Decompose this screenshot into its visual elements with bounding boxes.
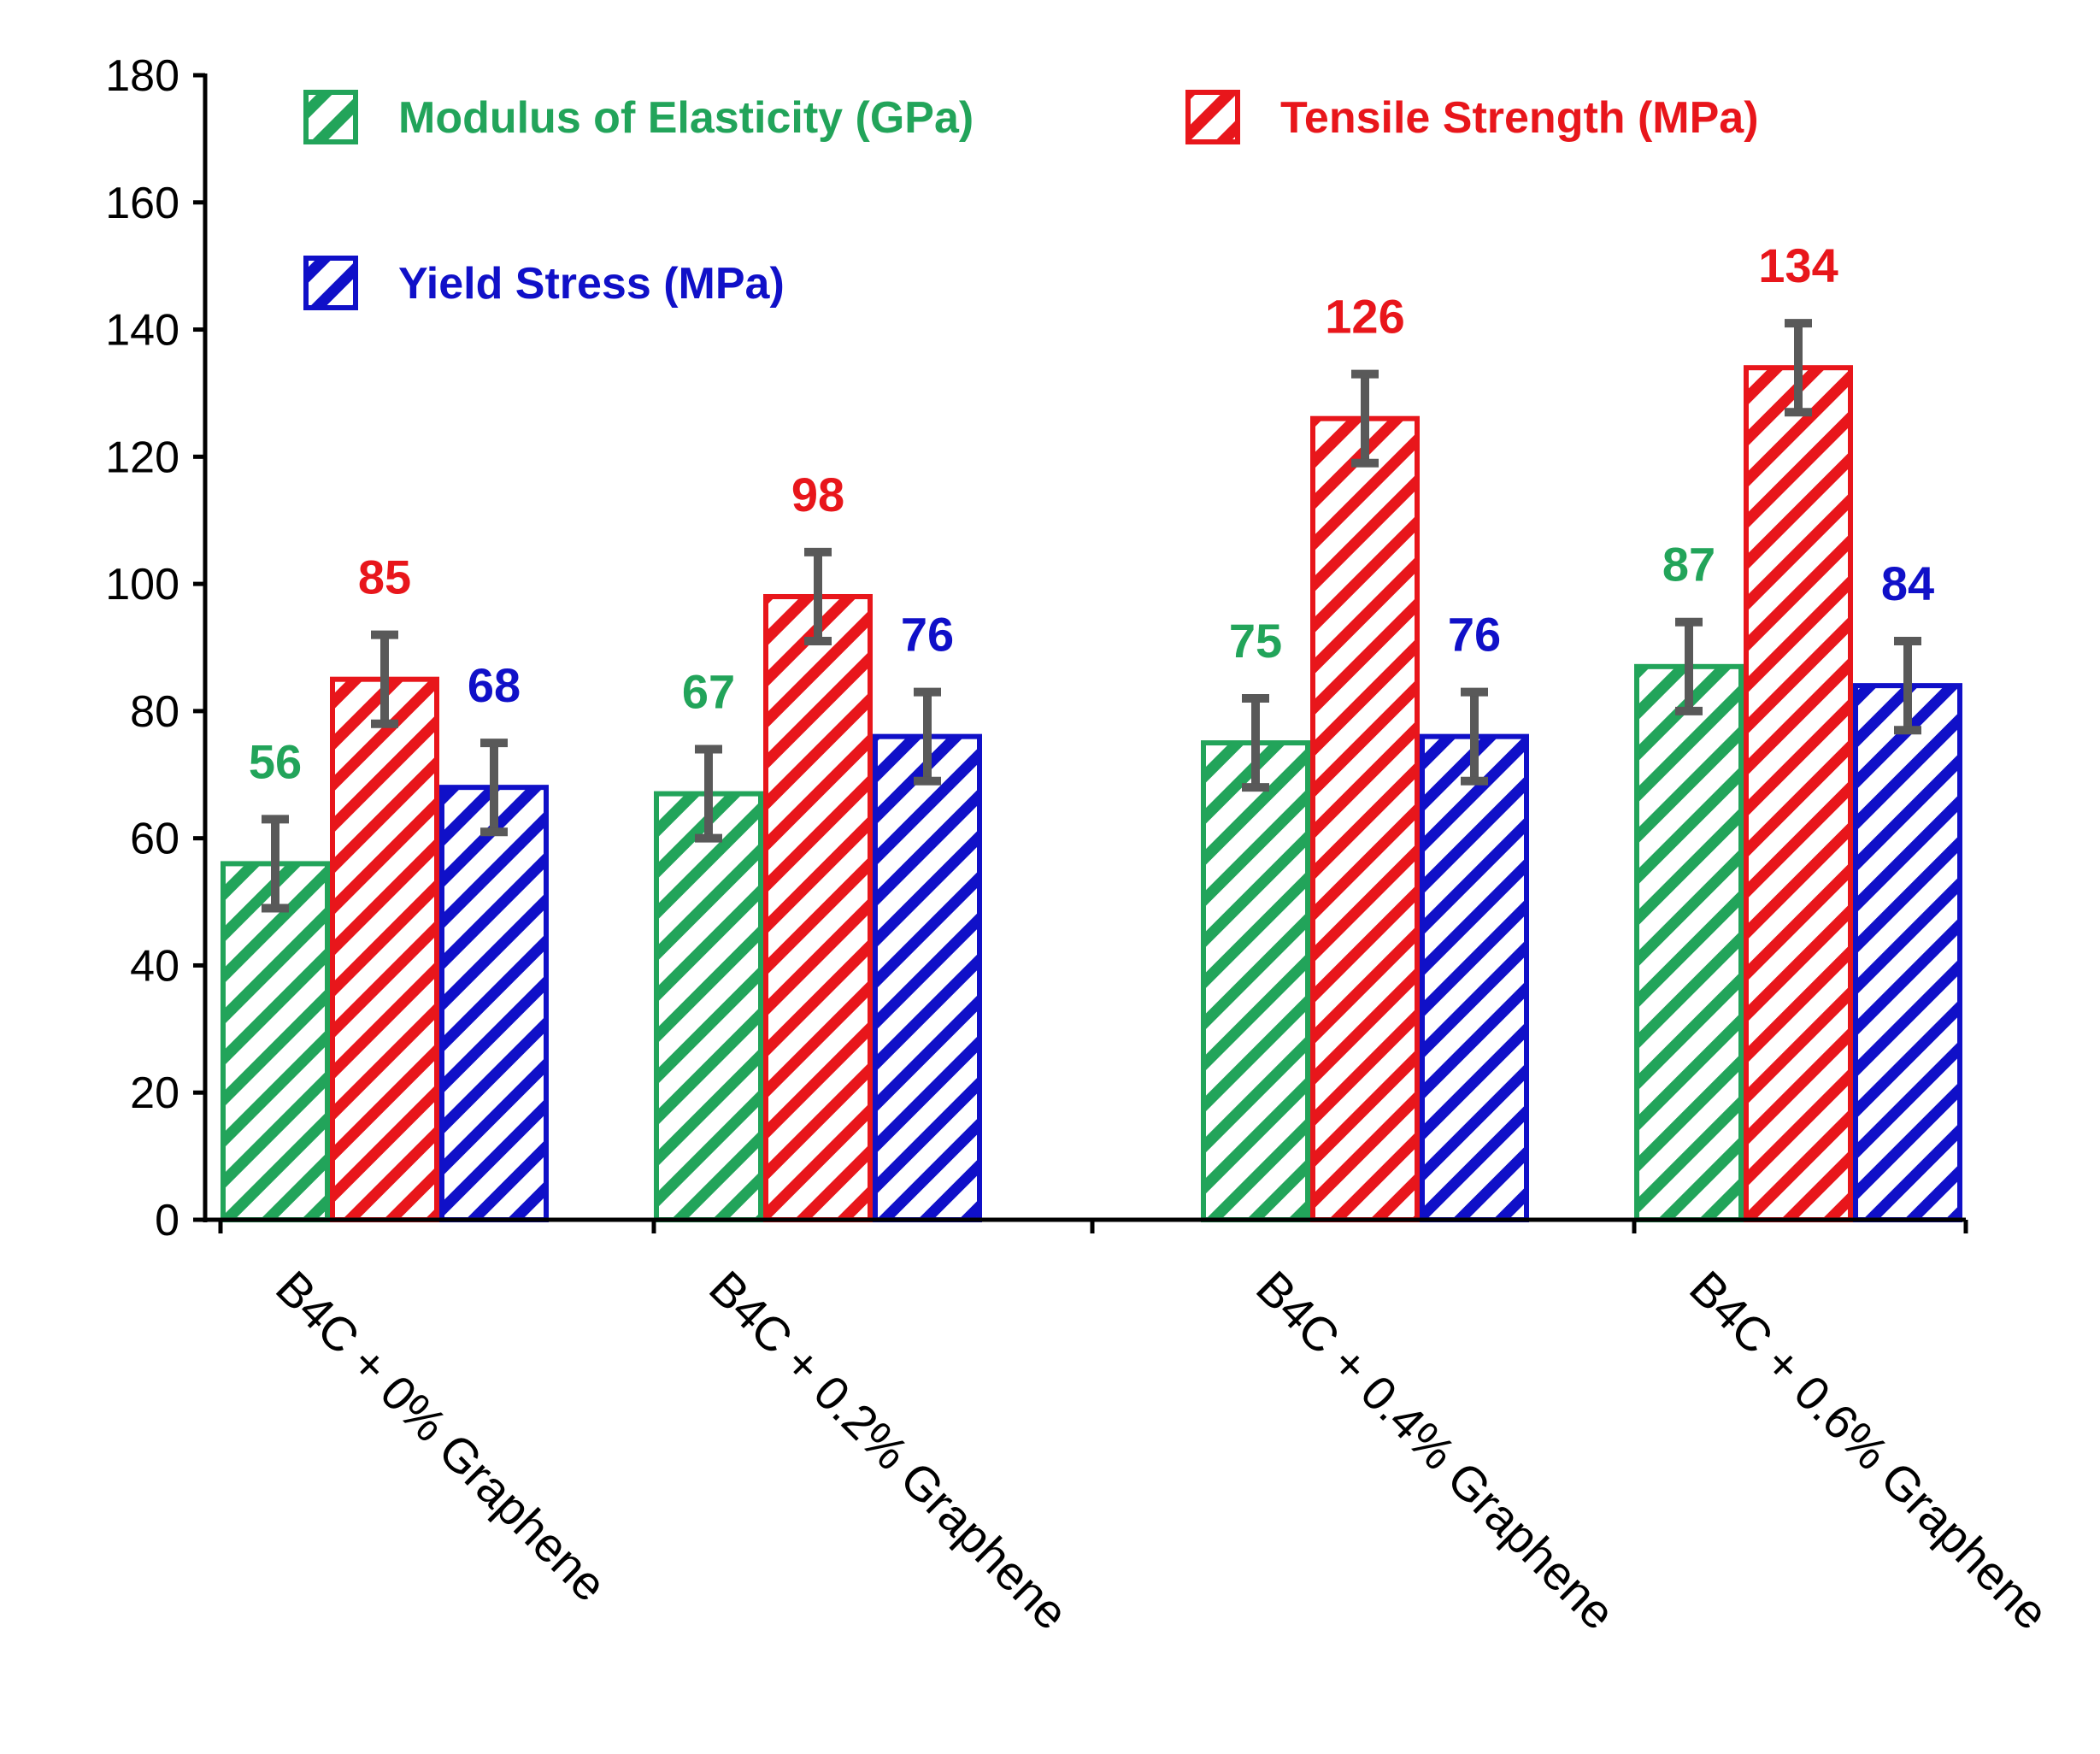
data-label-modulus-of-elasticity-gpa-b4c-0-graphene: 56 <box>249 734 302 788</box>
error-bar-yield-stress-mpa-b4c-0-graphene <box>480 739 508 837</box>
data-label-yield-stress-mpa-b4c-0-6-graphene: 84 <box>1881 556 1934 610</box>
legend-swatch-yield-stress-mpa <box>303 256 358 310</box>
legend-label-yield-stress-mpa: Yield Stress (MPa) <box>398 259 785 309</box>
error-bar-yield-stress-mpa-b4c-0-2-graphene <box>914 687 941 786</box>
legend-swatch-modulus-of-elasticity-gpa <box>303 90 358 144</box>
x-category-label-b4c-0-6-graphene: B4C + 0.6% Graphene <box>1679 1260 2059 1639</box>
error-bar-modulus-of-elasticity-gpa-b4c-0-2-graphene <box>695 745 722 843</box>
legend-swatch-tensile-strength-mpa <box>1185 90 1240 144</box>
y-tick-label-80: 80 <box>130 687 179 737</box>
error-bar-modulus-of-elasticity-gpa-b4c-0-graphene <box>262 815 289 913</box>
data-labels-layer: 56 85 68 67 98 76 75 126 76 87 134 84 <box>249 238 1934 788</box>
bar-yield-stress-mpa-b4c-0-graphene <box>439 785 549 1223</box>
y-tick-label-120: 120 <box>105 433 179 482</box>
bar-tensile-strength-mpa-b4c-0-4-graphene <box>1310 415 1420 1222</box>
bar-modulus-of-elasticity-gpa-b4c-0-6-graphene <box>1634 663 1744 1222</box>
bar-tensile-strength-mpa-b4c-0-2-graphene <box>763 593 873 1222</box>
data-label-yield-stress-mpa-b4c-0-graphene: 68 <box>468 658 521 712</box>
error-bar-tensile-strength-mpa-b4c-0-4-graphene <box>1351 369 1379 468</box>
data-label-tensile-strength-mpa-b4c-0-6-graphene: 134 <box>1758 238 1838 292</box>
bar-yield-stress-mpa-b4c-0-6-graphene <box>1853 683 1962 1222</box>
error-bar-modulus-of-elasticity-gpa-b4c-0-6-graphene <box>1675 617 1703 715</box>
data-label-modulus-of-elasticity-gpa-b4c-0-4-graphene: 75 <box>1229 614 1282 668</box>
legend-label-tensile-strength-mpa: Tensile Strength (MPa) <box>1280 93 1759 143</box>
x-category-label-b4c-0-graphene: B4C + 0% Graphene <box>266 1260 617 1611</box>
bar-modulus-of-elasticity-gpa-b4c-0-4-graphene <box>1201 740 1310 1222</box>
data-label-modulus-of-elasticity-gpa-b4c-0-2-graphene: 67 <box>682 665 735 719</box>
bar-tensile-strength-mpa-b4c-0-6-graphene <box>1744 365 1853 1222</box>
data-label-yield-stress-mpa-b4c-0-2-graphene: 76 <box>901 608 954 662</box>
bar-yield-stress-mpa-b4c-0-4-graphene <box>1420 733 1529 1222</box>
data-label-tensile-strength-mpa-b4c-0-graphene: 85 <box>358 550 411 604</box>
error-bar-modulus-of-elasticity-gpa-b4c-0-4-graphene <box>1242 694 1269 792</box>
data-label-tensile-strength-mpa-b4c-0-2-graphene: 98 <box>791 468 844 521</box>
x-category-label-b4c-0-4-graphene: B4C + 0.4% Graphene <box>1246 1260 1626 1639</box>
bars-layer <box>221 365 1962 1223</box>
bar-modulus-of-elasticity-gpa-b4c-0-2-graphene <box>654 791 763 1222</box>
x-category-label-b4c-0-2-graphene: B4C + 0.2% Graphene <box>699 1260 1079 1639</box>
y-tick-label-20: 20 <box>130 1068 179 1118</box>
error-bar-tensile-strength-mpa-b4c-0-2-graphene <box>804 547 832 646</box>
error-bar-yield-stress-mpa-b4c-0-6-graphene <box>1894 637 1921 735</box>
data-label-tensile-strength-mpa-b4c-0-4-graphene: 126 <box>1325 290 1404 344</box>
error-bar-tensile-strength-mpa-b4c-0-6-graphene <box>1785 319 1812 417</box>
y-tick-label-0: 0 <box>155 1196 179 1245</box>
y-tick-label-180: 180 <box>105 51 179 101</box>
y-tick-label-140: 140 <box>105 306 179 356</box>
error-bar-yield-stress-mpa-b4c-0-4-graphene <box>1461 687 1488 786</box>
data-label-yield-stress-mpa-b4c-0-4-graphene: 76 <box>1448 608 1501 662</box>
y-tick-label-160: 160 <box>105 179 179 228</box>
bar-modulus-of-elasticity-gpa-b4c-0-graphene <box>221 861 330 1223</box>
legend-label-modulus-of-elasticity-gpa: Modulus of Elasticity (GPa) <box>398 93 974 143</box>
legend-item-yield-stress-mpa: Yield Stress (MPa) <box>303 256 785 310</box>
legend-item-modulus-of-elasticity-gpa: Modulus of Elasticity (GPa) <box>303 90 974 144</box>
y-tick-label-60: 60 <box>130 815 179 864</box>
data-label-modulus-of-elasticity-gpa-b4c-0-6-graphene: 87 <box>1662 538 1715 592</box>
y-tick-label-40: 40 <box>130 941 179 991</box>
legend-item-tensile-strength-mpa: Tensile Strength (MPa) <box>1185 90 1759 144</box>
error-bars-layer <box>262 319 1921 913</box>
error-bar-tensile-strength-mpa-b4c-0-graphene <box>371 630 398 728</box>
bar-tensile-strength-mpa-b4c-0-graphene <box>330 676 439 1222</box>
bar-yield-stress-mpa-b4c-0-2-graphene <box>873 733 982 1222</box>
legend: Modulus of Elasticity (GPa) Tensile Stren… <box>303 90 1759 310</box>
y-tick-label-100: 100 <box>105 560 179 609</box>
